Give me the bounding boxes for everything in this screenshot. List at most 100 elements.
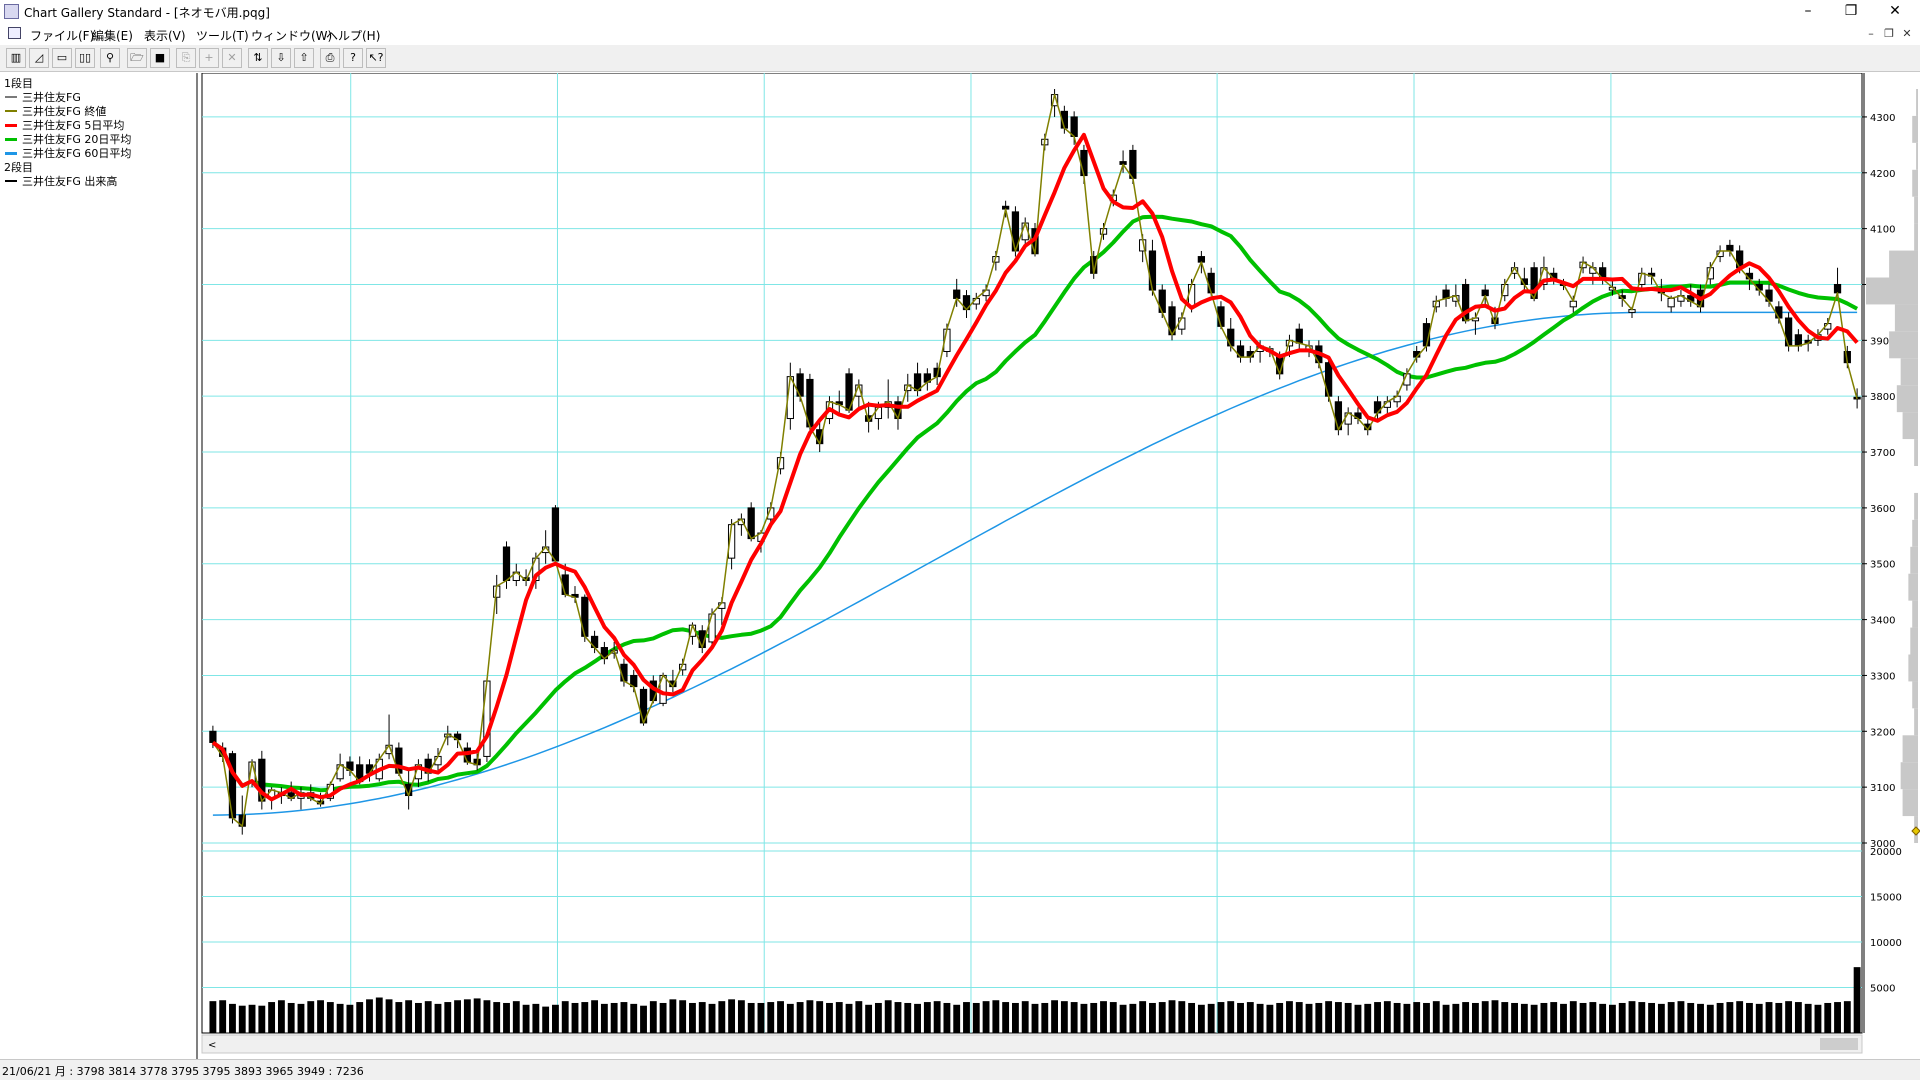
price-tick-label: 3100 — [1870, 783, 1895, 794]
menu-window[interactable]: ウィンドウ(W) — [251, 29, 333, 43]
volume-bar — [1560, 1003, 1567, 1033]
upload-button[interactable]: ⇧ — [294, 48, 314, 68]
price-tick-label: 4200 — [1870, 169, 1895, 180]
candle-body — [551, 507, 560, 562]
volume-profile-bar — [1902, 412, 1918, 440]
volume-profile-bar — [1912, 115, 1918, 143]
volume-bar — [718, 1001, 726, 1033]
help-button[interactable]: ? — [343, 48, 363, 68]
volume-bar — [630, 1003, 638, 1033]
print-button[interactable]: ⎙ — [320, 48, 340, 68]
split-view-button[interactable]: ▭ — [52, 48, 72, 68]
candle-body — [1080, 149, 1088, 177]
chart-svg[interactable]: 3000 3100 3200 3300 3400 3500 3600 3700 3800 3900… — [200, 72, 1920, 1059]
ma20-line — [211, 214, 1859, 793]
volume-bar — [1129, 1003, 1137, 1033]
volume-profile-bar — [1902, 789, 1918, 817]
volume-bar — [1794, 1002, 1802, 1033]
volume-bar — [424, 1001, 432, 1033]
menu-file[interactable]: ファイル(F) — [30, 29, 95, 43]
sort-button[interactable]: ⇅ — [248, 48, 268, 68]
menu-view[interactable]: 表示(V) — [144, 29, 186, 43]
volume-bar — [1511, 1002, 1518, 1033]
menu-help[interactable]: ヘルプ(H) — [326, 29, 381, 43]
menu-edit[interactable]: 編集(E) — [92, 29, 133, 43]
volume-bar — [503, 1002, 510, 1033]
volume-bar — [1109, 1002, 1117, 1033]
volume-bar — [1540, 1002, 1548, 1033]
volume-bar — [395, 1002, 403, 1033]
volume-bar — [1168, 1000, 1176, 1033]
price-tick-label: 3400 — [1870, 616, 1895, 627]
legend-label: 三井住友FG 終値 — [22, 105, 107, 118]
section-2-heading: 2段目 — [4, 161, 33, 174]
open-folder-button[interactable]: 🗁 — [127, 48, 147, 68]
volume-tick-label: 10000 — [1870, 938, 1902, 949]
volume-bar — [1413, 1002, 1421, 1033]
volume-profile-bar — [1912, 600, 1918, 628]
plot-frame — [201, 72, 1863, 1034]
volume-profile-bar — [1908, 573, 1918, 601]
volume-bar — [698, 1002, 706, 1033]
volume-bar — [326, 1002, 334, 1033]
volume-bar — [826, 1002, 833, 1033]
volume-bar — [757, 1002, 765, 1033]
volume-tick-label: 5000 — [1870, 984, 1895, 995]
candle-body — [1667, 297, 1675, 308]
close-line — [212, 93, 1858, 827]
volume-bar — [1599, 1003, 1607, 1033]
price-tick-label: 4100 — [1870, 225, 1895, 236]
volume-bar — [1785, 1001, 1793, 1033]
line-chart-button[interactable]: ◿ — [29, 48, 49, 68]
volume-bar — [972, 1002, 980, 1033]
volume-bar — [689, 1002, 696, 1033]
legend-label: 三井住友FG — [22, 91, 81, 104]
menu-tools[interactable]: ツール(T) — [196, 29, 249, 43]
find-button[interactable]: ⚲ — [100, 48, 120, 68]
candle-body — [874, 406, 883, 420]
candle-body — [1227, 328, 1235, 347]
legend-label: 三井住友FG 5日平均 — [22, 119, 125, 132]
volume-bar — [728, 999, 736, 1033]
volume-bar — [1736, 1001, 1744, 1033]
close-button[interactable]: ✕ — [1889, 3, 1901, 19]
chart-area[interactable]: 3000 3100 3200 3300 3400 3500 3600 3700 3800 3900… — [200, 72, 1920, 1059]
legend-swatch — [5, 110, 17, 112]
volume-bar — [610, 1002, 618, 1033]
volume-bar — [229, 1003, 236, 1033]
volume-bar — [1657, 1003, 1665, 1033]
volume-bar — [1374, 1002, 1381, 1033]
context-help-button[interactable]: ↖? — [366, 48, 386, 68]
volume-bar — [1334, 1002, 1342, 1033]
volume-bar — [366, 999, 373, 1033]
volume-bar — [835, 1002, 843, 1033]
line-chart-icon: ◿ — [34, 51, 44, 64]
volume-bar — [356, 1002, 364, 1033]
volume-bar — [1824, 1002, 1832, 1033]
volume-profile-bar — [1916, 142, 1918, 170]
volume-bar — [1364, 1003, 1372, 1033]
volume-profile-bar — [1902, 735, 1918, 763]
mdi-minimize-button[interactable]: – — [1868, 27, 1874, 40]
scrollbar-thumb — [1820, 1038, 1858, 1050]
restore-button[interactable]: ❐ — [1844, 3, 1858, 19]
volume-bar — [1834, 1002, 1841, 1033]
context-help-icon: ↖? — [368, 51, 384, 64]
candle-chart-button[interactable]: ▥ — [6, 48, 26, 68]
minimize-button[interactable]: – — [1804, 3, 1812, 19]
volume-bar — [1383, 1001, 1391, 1033]
volume-bar — [640, 1005, 647, 1033]
volume-tick-label: 20000 — [1870, 847, 1902, 858]
volume-bar — [346, 1004, 354, 1033]
title-bar: Chart Gallery Standard - [ネオモバ用.pqg] – ❐… — [0, 0, 1920, 24]
mdi-close-button[interactable]: ✕ — [1902, 27, 1912, 40]
volume-bar — [1569, 1001, 1577, 1033]
volume-bar — [552, 1004, 559, 1033]
save-button[interactable]: ■ — [150, 48, 170, 68]
document-icon[interactable] — [8, 27, 21, 39]
dual-pane-button[interactable]: ▯▯ — [75, 48, 95, 68]
volume-bar — [454, 1000, 461, 1033]
volume-bar — [943, 1002, 951, 1033]
download-button[interactable]: ⇩ — [271, 48, 291, 68]
mdi-restore-button[interactable]: ❐ — [1884, 27, 1894, 40]
